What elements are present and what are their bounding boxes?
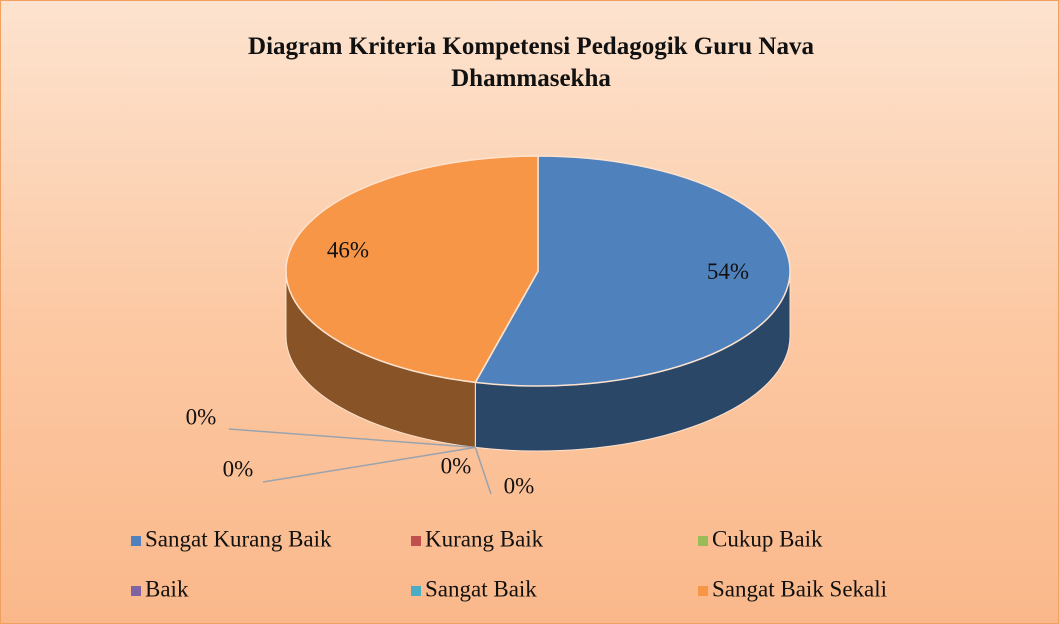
legend-swatch (131, 536, 141, 546)
data-label: 0% (223, 456, 254, 481)
legend-label: Sangat Baik (425, 576, 537, 601)
legend-swatch (411, 586, 421, 596)
leader-line (474, 447, 492, 495)
legend-label: Baik (145, 576, 189, 601)
legend-swatch (698, 536, 708, 546)
legend-label: Cukup Baik (712, 526, 823, 551)
legend-label: Kurang Baik (425, 526, 544, 551)
chart-title: Diagram Kriteria Kompetensi Pedagogik Gu… (248, 33, 814, 92)
slice (474, 155, 791, 387)
data-label: 0% (441, 453, 472, 478)
data-label: 0% (186, 404, 217, 429)
legend-swatch (131, 586, 141, 596)
legend-label: Sangat Kurang Baik (145, 526, 332, 551)
leader-line (228, 428, 476, 449)
legend-label: Sangat Baik Sekali (712, 576, 887, 601)
data-label: 54% (707, 259, 749, 284)
legend-swatch (411, 536, 421, 546)
data-label: 46% (327, 237, 369, 262)
data-label: 0% (504, 473, 535, 498)
leader-line (262, 446, 476, 483)
legend-swatch (698, 586, 708, 596)
slice (285, 155, 539, 384)
